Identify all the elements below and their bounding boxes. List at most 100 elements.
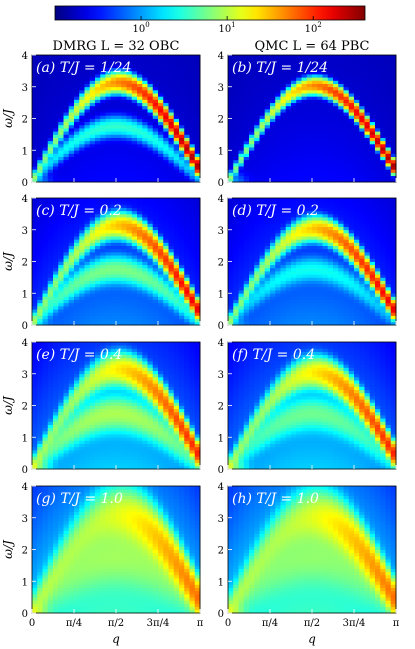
heatmap-cell	[259, 137, 266, 142]
heatmap-cell	[291, 220, 297, 224]
heatmap-cell	[194, 207, 201, 212]
heatmap-cell	[32, 220, 38, 224]
heatmap-cell	[301, 204, 308, 208]
heatmap-cell	[168, 309, 175, 313]
heatmap-cell	[110, 248, 117, 253]
heatmap-cell	[147, 102, 154, 107]
heatmap-cell	[280, 321, 287, 326]
heatmap-cell	[42, 172, 49, 177]
heatmap-cell	[89, 217, 96, 221]
heatmap-cell	[137, 229, 143, 234]
heatmap-cell	[327, 255, 334, 259]
heatmap-cell	[68, 305, 75, 310]
heatmap-cell	[84, 239, 91, 243]
heatmap-cell	[84, 67, 91, 72]
heatmap-cell	[32, 201, 38, 205]
heatmap-cell	[179, 210, 185, 215]
heatmap-cell	[163, 267, 169, 272]
heatmap-cell	[68, 102, 75, 107]
heatmap-cell	[142, 277, 148, 281]
heatmap-cell	[110, 312, 117, 316]
heatmap-cell	[327, 175, 334, 180]
heatmap-cell	[110, 315, 117, 320]
heatmap-cell	[322, 74, 329, 78]
heatmap-cell	[296, 156, 302, 161]
heatmap-cell	[110, 93, 117, 97]
heatmap-cell	[333, 271, 339, 275]
heatmap-cell	[285, 102, 292, 107]
heatmap-cell	[233, 102, 239, 107]
heatmap-cell	[264, 251, 271, 256]
heatmap-cell	[228, 293, 234, 297]
heatmap-cell	[131, 74, 138, 78]
heatmap-cell	[131, 223, 138, 227]
heatmap-cell	[238, 271, 245, 275]
heatmap-cell	[296, 77, 302, 81]
heatmap-cell	[385, 105, 392, 110]
heatmap-cell	[270, 305, 276, 310]
heatmap-cell	[333, 147, 339, 151]
heatmap-cell	[163, 128, 169, 132]
heatmap-cell	[243, 162, 250, 167]
heatmap-cell	[168, 128, 175, 132]
heatmap-cell	[163, 112, 169, 116]
panel-label: (c) T/J = 0.2	[36, 203, 122, 219]
heatmap-cell	[243, 271, 250, 275]
heatmap-cell	[270, 105, 276, 110]
heatmap-cell	[179, 83, 185, 88]
heatmap-cell	[74, 70, 80, 75]
heatmap-cell	[184, 207, 190, 212]
heatmap-cell	[142, 121, 148, 126]
heatmap-cell	[74, 296, 80, 300]
heatmap-cell	[243, 166, 250, 170]
heatmap-cell	[301, 150, 308, 154]
heatmap-cell	[63, 318, 70, 323]
heatmap-cell	[296, 74, 302, 78]
heatmap-cell	[100, 267, 106, 272]
heatmap-cell	[68, 162, 75, 167]
heatmap-cell	[233, 290, 239, 294]
heatmap-cell	[306, 93, 313, 97]
heatmap-cell	[100, 86, 106, 91]
heatmap-cell	[275, 255, 281, 259]
heatmap-cell	[194, 115, 201, 119]
heatmap-cell	[322, 77, 329, 81]
heatmap-cell	[254, 143, 260, 148]
heatmap-cell	[359, 140, 365, 145]
heatmap-cell	[291, 131, 297, 135]
heatmap-cell	[110, 255, 117, 259]
heatmap-cell	[296, 296, 302, 300]
heatmap-cell	[359, 248, 365, 253]
heatmap-cell	[179, 242, 185, 247]
heatmap-cell	[322, 255, 329, 259]
heatmap-cell	[233, 169, 239, 173]
heatmap-cell	[184, 251, 190, 256]
heatmap-cell	[152, 67, 159, 72]
heatmap-cell	[322, 248, 329, 253]
heatmap-cell	[84, 305, 91, 310]
heatmap-cell	[233, 134, 239, 138]
heatmap-cell	[238, 248, 245, 253]
heatmap-cell	[364, 226, 371, 231]
heatmap-cell	[243, 115, 250, 119]
heatmap-cell	[327, 321, 334, 326]
heatmap-cell	[322, 64, 329, 69]
heatmap-cell	[369, 105, 376, 110]
heatmap-cell	[163, 147, 169, 151]
heatmap-cell	[364, 156, 371, 161]
heatmap-cell	[343, 159, 350, 164]
heatmap-cell	[126, 58, 133, 62]
heatmap-cell	[317, 296, 323, 300]
heatmap-cell	[116, 140, 122, 145]
heatmap-cell	[53, 64, 59, 69]
heatmap-cell	[354, 134, 360, 138]
heatmap-cell	[259, 178, 266, 183]
heatmap-cell	[301, 277, 308, 281]
heatmap-cell	[343, 201, 350, 205]
heatmap-cell	[259, 67, 266, 72]
heatmap-cell	[285, 134, 292, 138]
heatmap-cell	[74, 236, 80, 240]
heatmap-cell	[254, 251, 260, 256]
heatmap-cell	[333, 70, 339, 75]
heatmap-cell	[100, 175, 106, 180]
